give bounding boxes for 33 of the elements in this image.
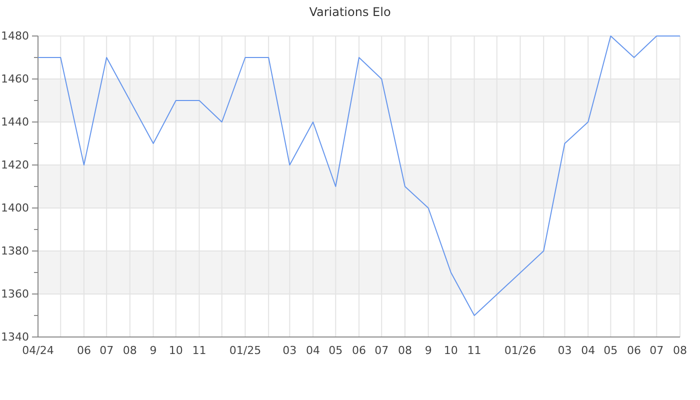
y-tick-label: 1460	[1, 72, 29, 86]
x-tick-label: 01/26	[504, 344, 536, 357]
x-tick-label: 06	[627, 344, 642, 357]
x-tick-label: 06	[352, 344, 366, 357]
x-tick-label: 07	[374, 344, 389, 357]
y-tick-label: 1440	[1, 116, 29, 129]
x-tick-label: 08	[122, 344, 137, 357]
y-tick-label: 1480	[1, 30, 29, 43]
y-tick-label: 1380	[1, 244, 29, 258]
x-tick-label: 9	[150, 344, 157, 357]
x-tick-label: 08	[398, 344, 412, 357]
chart-title: Variations Elo	[309, 5, 391, 19]
x-tick-label: 03	[282, 344, 297, 357]
y-tick-label: 1420	[1, 158, 29, 172]
x-tick-label: 01/25	[229, 344, 262, 357]
x-tick-label: 08	[673, 344, 687, 357]
x-tick-label: 04	[581, 344, 596, 357]
y-tick-label: 1340	[1, 330, 29, 344]
x-tick-label: 07	[100, 344, 114, 357]
x-tick-label: 11	[192, 344, 206, 357]
x-tick-label: 10	[168, 344, 183, 357]
x-tick-label: 11	[467, 344, 482, 357]
x-tick-label: 03	[558, 344, 572, 357]
x-tick-label: 10	[444, 344, 458, 357]
x-tick-label: 06	[76, 344, 91, 357]
y-tick-label: 1400	[1, 202, 29, 215]
x-tick-label: 07	[650, 344, 664, 357]
y-tick-label: 1360	[1, 288, 29, 301]
x-tick-label: 04	[306, 344, 320, 357]
x-tick-label: 05	[328, 344, 343, 357]
x-tick-label: 9	[424, 344, 432, 357]
x-tick-label: 05	[604, 344, 618, 357]
x-tick-label: 04/24	[22, 344, 54, 357]
